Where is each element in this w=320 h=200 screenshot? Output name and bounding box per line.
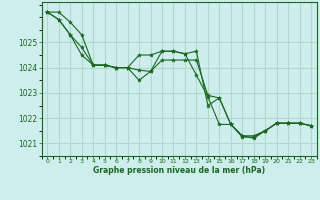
- X-axis label: Graphe pression niveau de la mer (hPa): Graphe pression niveau de la mer (hPa): [93, 166, 265, 175]
